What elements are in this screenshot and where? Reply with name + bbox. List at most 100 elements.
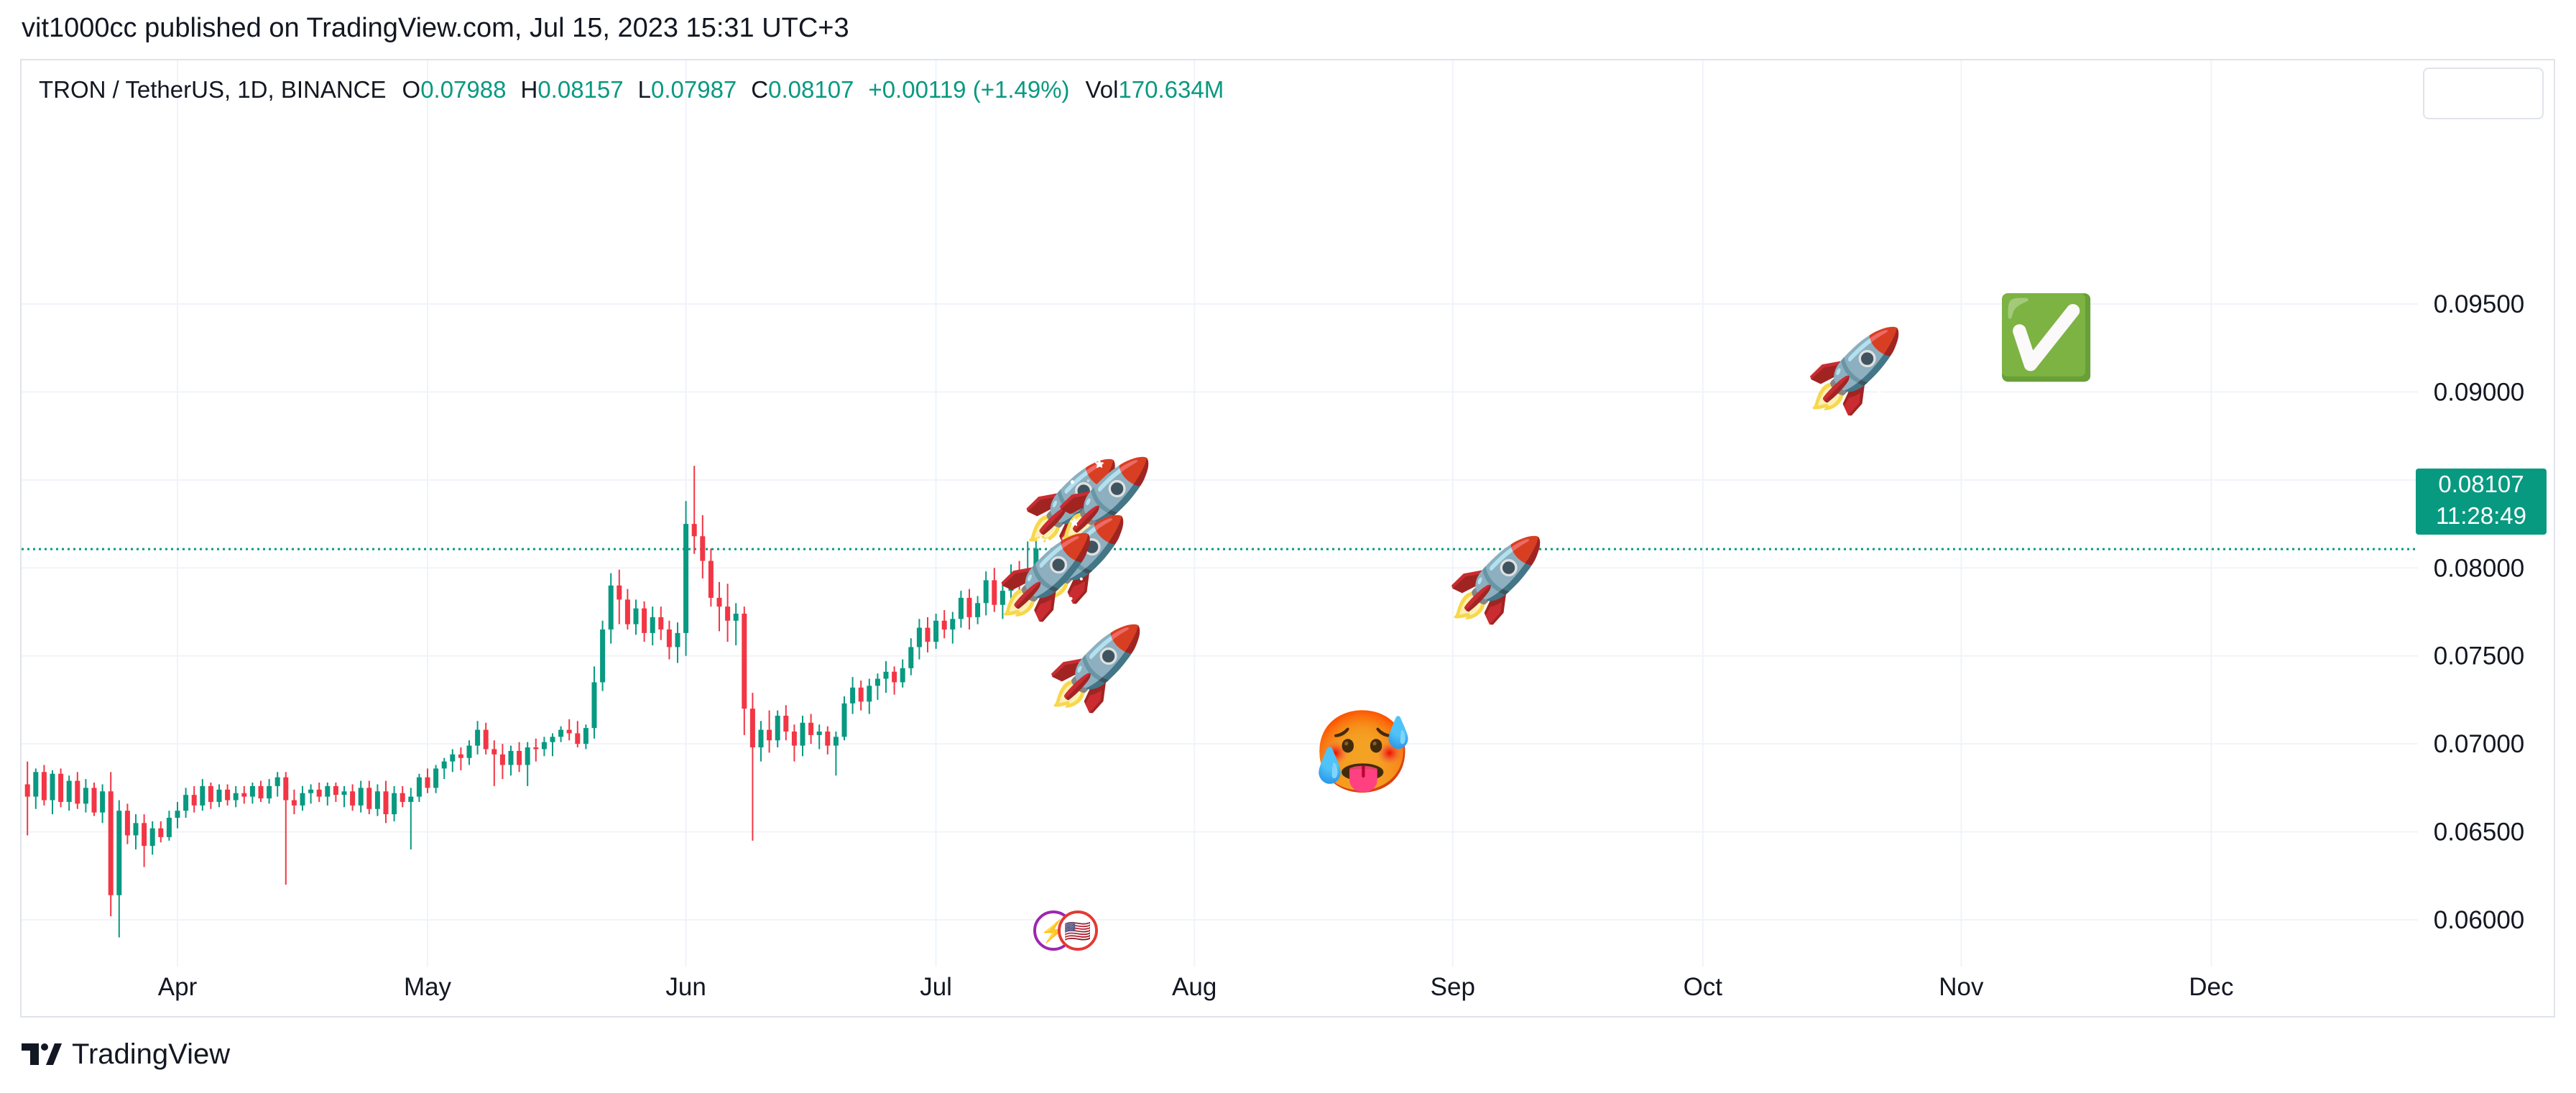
- candle[interactable]: [400, 785, 405, 808]
- candle[interactable]: [291, 789, 297, 815]
- candle[interactable]: [541, 737, 547, 757]
- candle[interactable]: [642, 601, 647, 642]
- candle[interactable]: [775, 710, 780, 748]
- candle[interactable]: [508, 745, 514, 776]
- candle[interactable]: [992, 568, 997, 612]
- candle[interactable]: [166, 811, 172, 841]
- candle[interactable]: [333, 783, 338, 802]
- candle[interactable]: [66, 775, 72, 811]
- candle[interactable]: [175, 801, 180, 829]
- candle[interactable]: [100, 784, 106, 824]
- candle[interactable]: [533, 738, 539, 762]
- rocket-icon[interactable]: 🚀: [1446, 535, 1546, 625]
- candle[interactable]: [958, 591, 964, 628]
- candle[interactable]: [441, 757, 447, 780]
- rocket-icon[interactable]: 🚀: [1054, 456, 1155, 546]
- candle[interactable]: [874, 673, 880, 700]
- candle[interactable]: [116, 800, 122, 938]
- candle[interactable]: [274, 772, 280, 797]
- candle[interactable]: [916, 619, 922, 660]
- candle[interactable]: [50, 770, 55, 815]
- candle[interactable]: [966, 589, 972, 629]
- candle[interactable]: [758, 721, 764, 762]
- candle[interactable]: [858, 680, 864, 711]
- candle[interactable]: [366, 780, 372, 815]
- candle[interactable]: [200, 779, 206, 811]
- candle[interactable]: [300, 785, 305, 811]
- candle[interactable]: [316, 783, 322, 802]
- candle[interactable]: [374, 784, 380, 816]
- candle[interactable]: [749, 693, 755, 841]
- candle[interactable]: [658, 607, 664, 640]
- hot-face-icon[interactable]: 🥵: [1312, 707, 1413, 798]
- candle[interactable]: [383, 780, 389, 824]
- candle[interactable]: [425, 768, 430, 793]
- rocket-icon[interactable]: 🚀: [995, 531, 1097, 622]
- event-marker-icon[interactable]: [1058, 910, 1098, 951]
- candle[interactable]: [624, 589, 630, 629]
- candle[interactable]: [566, 719, 572, 741]
- candle[interactable]: [325, 783, 331, 806]
- candle[interactable]: [675, 622, 680, 663]
- candle[interactable]: [108, 772, 114, 917]
- candle[interactable]: [308, 784, 314, 804]
- candle[interactable]: [983, 571, 989, 616]
- candle[interactable]: [583, 724, 588, 750]
- candle[interactable]: [517, 742, 522, 773]
- candle[interactable]: [491, 740, 497, 786]
- candle[interactable]: [941, 610, 947, 639]
- candle[interactable]: [600, 620, 606, 691]
- candle[interactable]: [783, 705, 789, 741]
- candle[interactable]: [466, 740, 472, 765]
- candle[interactable]: [1017, 561, 1022, 593]
- candle[interactable]: [241, 785, 247, 804]
- candle[interactable]: [816, 724, 822, 750]
- candle[interactable]: [742, 607, 747, 735]
- candle[interactable]: [716, 581, 722, 632]
- candle[interactable]: [358, 780, 364, 813]
- rocket-icon[interactable]: 🚀: [1029, 514, 1130, 604]
- candle[interactable]: [458, 747, 463, 770]
- rocket-icon[interactable]: 🚀: [1020, 457, 1122, 548]
- candle[interactable]: [483, 722, 489, 755]
- candle[interactable]: [700, 515, 706, 578]
- candle[interactable]: [208, 783, 213, 809]
- candle[interactable]: [350, 784, 356, 811]
- candle[interactable]: [416, 773, 422, 802]
- candle[interactable]: [33, 768, 39, 809]
- symbol-title[interactable]: TRON / TetherUS, 1D, BINANCE: [39, 76, 387, 103]
- candle[interactable]: [183, 788, 189, 818]
- candle[interactable]: [1025, 541, 1030, 593]
- candle[interactable]: [892, 666, 897, 695]
- rocket-icon[interactable]: 🚀: [1804, 326, 1905, 416]
- candle[interactable]: [633, 599, 639, 635]
- candle[interactable]: [791, 724, 797, 762]
- candle[interactable]: [341, 785, 347, 808]
- candle[interactable]: [283, 772, 289, 885]
- candle[interactable]: [191, 785, 197, 813]
- candle[interactable]: [249, 783, 255, 804]
- candle[interactable]: [883, 661, 889, 693]
- candle[interactable]: [133, 814, 139, 850]
- candle[interactable]: [683, 501, 689, 656]
- tradingview-logo[interactable]: TradingView: [22, 1038, 230, 1071]
- candle[interactable]: [450, 749, 456, 773]
- candle[interactable]: [83, 779, 88, 813]
- candle[interactable]: [908, 638, 914, 675]
- candle[interactable]: [258, 780, 264, 802]
- rocket-icon[interactable]: 🚀: [1045, 622, 1146, 713]
- candle[interactable]: [433, 765, 439, 793]
- candle[interactable]: [708, 548, 714, 607]
- candle[interactable]: [24, 761, 30, 836]
- candle[interactable]: [867, 678, 872, 714]
- candle[interactable]: [591, 666, 597, 739]
- candle[interactable]: [267, 779, 272, 804]
- candle[interactable]: [124, 803, 130, 844]
- candle[interactable]: [833, 732, 839, 776]
- candle[interactable]: [850, 677, 856, 714]
- candle[interactable]: [575, 721, 581, 748]
- candle[interactable]: [617, 569, 622, 624]
- candle[interactable]: [233, 785, 239, 808]
- candle[interactable]: [91, 783, 97, 816]
